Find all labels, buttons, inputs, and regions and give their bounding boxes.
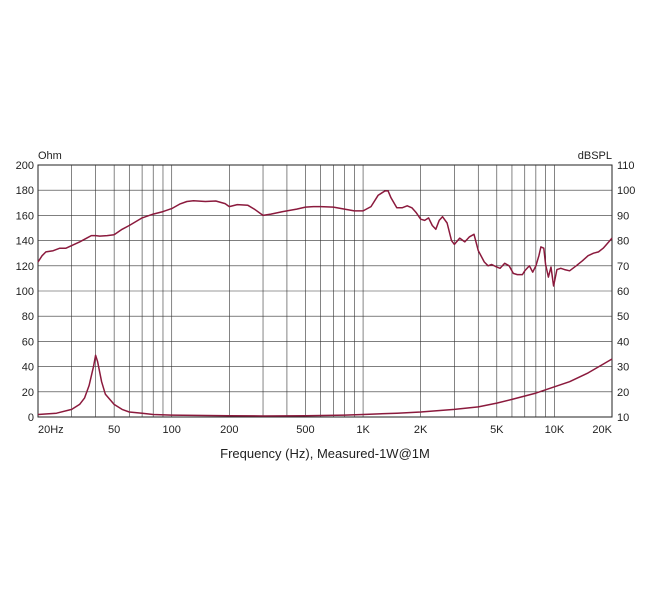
- right-tick-label: 30: [617, 362, 629, 374]
- impedance-curve: [37, 354, 613, 417]
- x-tick-label: 5K: [490, 424, 504, 436]
- right-tick-label: 100: [617, 185, 635, 197]
- right-tick-label: 20: [617, 387, 629, 399]
- x-tick-label: 50: [108, 424, 120, 436]
- right-tick-label: 60: [617, 286, 629, 298]
- spl-curve: [37, 189, 613, 287]
- right-tick-label: 50: [617, 311, 629, 323]
- grid: [38, 165, 612, 417]
- left-tick-label: 20: [22, 387, 34, 399]
- right-tick-label: 70: [617, 261, 629, 273]
- right-axis-unit: dBSPL: [578, 150, 612, 162]
- x-tick-label: 200: [220, 424, 238, 436]
- right-tick-label: 80: [617, 236, 629, 248]
- x-tick-label: 1K: [356, 424, 370, 436]
- x-tick-label: 10K: [545, 424, 565, 436]
- left-tick-label: 200: [16, 160, 34, 172]
- right-tick-label: 40: [617, 336, 629, 348]
- right-tick-label: 110: [617, 160, 635, 172]
- left-tick-label: 100: [16, 286, 34, 298]
- left-tick-label: 80: [22, 311, 34, 323]
- x-tick-label: 20K: [592, 424, 612, 436]
- left-axis-unit: Ohm: [38, 150, 62, 162]
- right-tick-label: 90: [617, 210, 629, 222]
- left-tick-label: 0: [28, 412, 34, 424]
- tick-labels: 0 20 40 60 80 100 120 140 160 180 200 10 20 30 40 50 60 7…: [16, 160, 636, 436]
- x-tick-label: 2K: [414, 424, 428, 436]
- x-tick-label: 500: [296, 424, 314, 436]
- left-tick-label: 120: [16, 261, 34, 273]
- left-tick-label: 160: [16, 210, 34, 222]
- x-tick-label: 20Hz: [38, 424, 64, 436]
- left-tick-label: 180: [16, 185, 34, 197]
- left-tick-label: 40: [22, 362, 34, 374]
- left-tick-label: 60: [22, 336, 34, 348]
- right-tick-label: 10: [617, 412, 629, 424]
- x-axis-title: Frequency (Hz), Measured-1W@1M: [220, 446, 430, 461]
- left-tick-label: 140: [16, 236, 34, 248]
- x-tick-label: 100: [163, 424, 181, 436]
- series-lines: [37, 189, 613, 417]
